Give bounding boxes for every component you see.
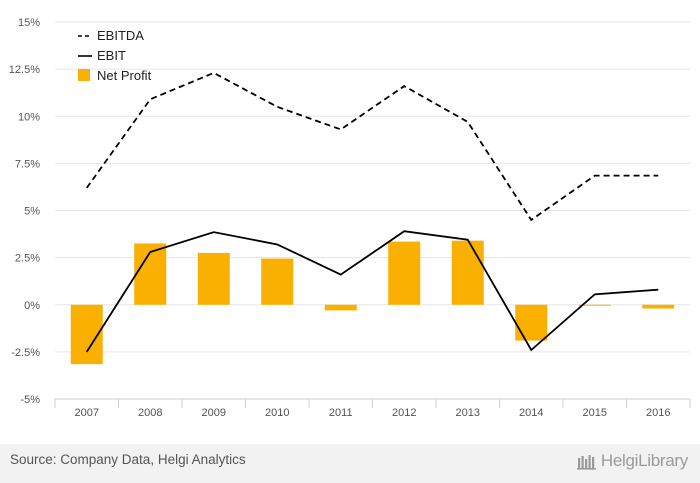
legend: EBITDA EBIT Net Profit <box>78 28 152 83</box>
x-tick-label: 2012 <box>392 407 416 419</box>
y-tick-label: 10% <box>18 111 40 123</box>
y-tick-label: 7.5% <box>15 158 40 170</box>
y-tick-label: 5% <box>24 206 40 218</box>
x-tick-label: 2009 <box>202 407 226 419</box>
legend-ebitda-label: EBITDA <box>97 28 144 43</box>
net-profit-bar <box>451 240 484 305</box>
axes: 15% 12.5% 10% 7.5% 5% 2.5% 0% -2.5% -5% 2007 2008 2… <box>9 17 691 419</box>
x-tick-label: 2010 <box>265 407 289 419</box>
chart: 15% 12.5% 10% 7.5% 5% 2.5% 0% -2.5% -5% 2007 2008 2… <box>9 17 691 419</box>
net-profit-bar <box>324 304 357 311</box>
x-tick-label: 2007 <box>75 407 99 419</box>
net-profit-bar <box>261 258 294 305</box>
y-tick-label: 15% <box>18 17 40 29</box>
y-tick-label: -2.5% <box>11 347 40 359</box>
y-tick-label: 2.5% <box>15 253 40 265</box>
ebitda-line <box>86 71 659 222</box>
x-tick-label: 2015 <box>583 407 607 419</box>
net-profit-bar <box>197 252 230 305</box>
library-icon <box>576 455 596 470</box>
x-tick-label: 2011 <box>329 407 353 419</box>
brand-name: HelgiLibrary <box>600 451 688 470</box>
y-tick-label: 12.5% <box>9 64 40 76</box>
y-tick-label: -5% <box>20 394 40 406</box>
legend-net-profit-swatch <box>78 69 90 81</box>
x-tick-label: 2013 <box>456 407 480 419</box>
footer: Source: Company Data, Helgi Analytics He… <box>0 444 700 483</box>
net-profit-bars <box>70 240 675 365</box>
net-profit-bar <box>578 304 611 306</box>
source-note: Source: Company Data, Helgi Analytics <box>10 452 246 467</box>
x-tick-label: 2016 <box>646 407 670 419</box>
ebit-line <box>85 230 659 353</box>
net-profit-bar <box>388 241 421 305</box>
legend-ebit-label: EBIT <box>97 48 126 63</box>
x-tick-label: 2014 <box>519 407 543 419</box>
legend-net-profit-label: Net Profit <box>97 68 152 83</box>
line-series <box>85 71 659 353</box>
net-profit-bar <box>515 304 548 341</box>
net-profit-bar <box>642 304 675 309</box>
y-tick-label: 0% <box>24 300 40 312</box>
net-profit-bar <box>134 243 167 305</box>
x-tick-label: 2008 <box>138 407 162 419</box>
brand-logo[interactable]: HelgiLibrary <box>576 451 688 471</box>
